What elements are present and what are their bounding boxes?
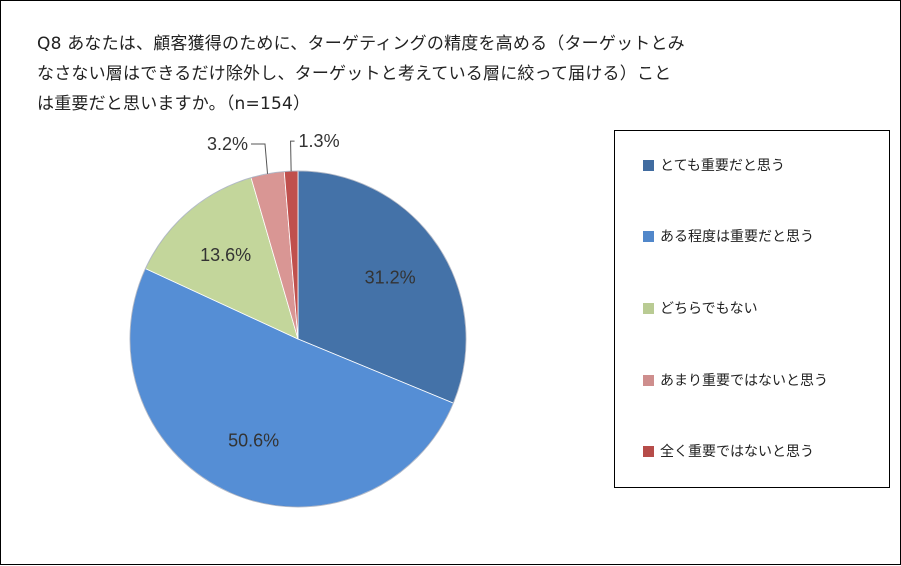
chart-title-line-1: Q8 あなたは、顧客獲得のために、ターゲティングの精度を高める（ターゲットとみ (37, 34, 685, 54)
pie-data-label-not-important-at-all: 1.3% (299, 131, 340, 151)
chart-title-line-3: は重要だと思いますか。（n=154） (37, 94, 311, 114)
pie-data-label-very-important: 31.2% (365, 267, 416, 287)
pie-slice-neither (144, 177, 299, 340)
legend-label: どちらでもない (660, 301, 758, 317)
legend-label: とても重要だと思う (660, 158, 785, 174)
legend-swatch (643, 302, 654, 314)
pie-slice-very-important (297, 170, 467, 404)
legend-swatch (643, 445, 654, 457)
legend-item-very-important: とても重要だと思う (643, 155, 785, 175)
legend-label: あまり重要ではないと思う (660, 373, 828, 389)
chart-title-line-2: なさない層はできるだけ除外し、ターゲットと考えている層に絞って届ける）こと (37, 64, 672, 84)
legend-swatch (643, 374, 654, 386)
legend-label: ある程度は重要だと思う (660, 229, 814, 245)
pie-slice-somewhat-important (129, 268, 454, 508)
pie-data-label-somewhat-important: 50.6% (228, 431, 279, 451)
legend-item-somewhat-important: ある程度は重要だと思う (643, 226, 814, 246)
legend-swatch (643, 230, 654, 242)
legend-label: 全く重要ではないと思う (660, 444, 814, 460)
legend-swatch (643, 159, 654, 171)
pie-leader-line-not-very-important (250, 143, 269, 174)
pie-data-label-not-very-important: 3.2% (207, 134, 248, 154)
legend-item-not-very-important: あまり重要ではないと思う (643, 370, 828, 390)
pie-chart: 31.2% 50.6% 13.6% 3.2% 1.3% (129, 131, 467, 508)
legend-item-not-important-at-all: 全く重要ではないと思う (643, 441, 814, 461)
pie-outline (129, 170, 467, 508)
legend-item-neither: どちらでもない (643, 298, 758, 318)
chart-title: Q8 あなたは、顧客獲得のために、ターゲティングの精度を高める（ターゲットとみ … (37, 29, 757, 119)
pie-data-label-neither: 13.6% (200, 245, 251, 265)
legend: とても重要だと思う ある程度は重要だと思う どちらでもない あまり重要ではないと… (614, 130, 890, 488)
pie-leader-line-not-important-at-all (290, 140, 295, 172)
